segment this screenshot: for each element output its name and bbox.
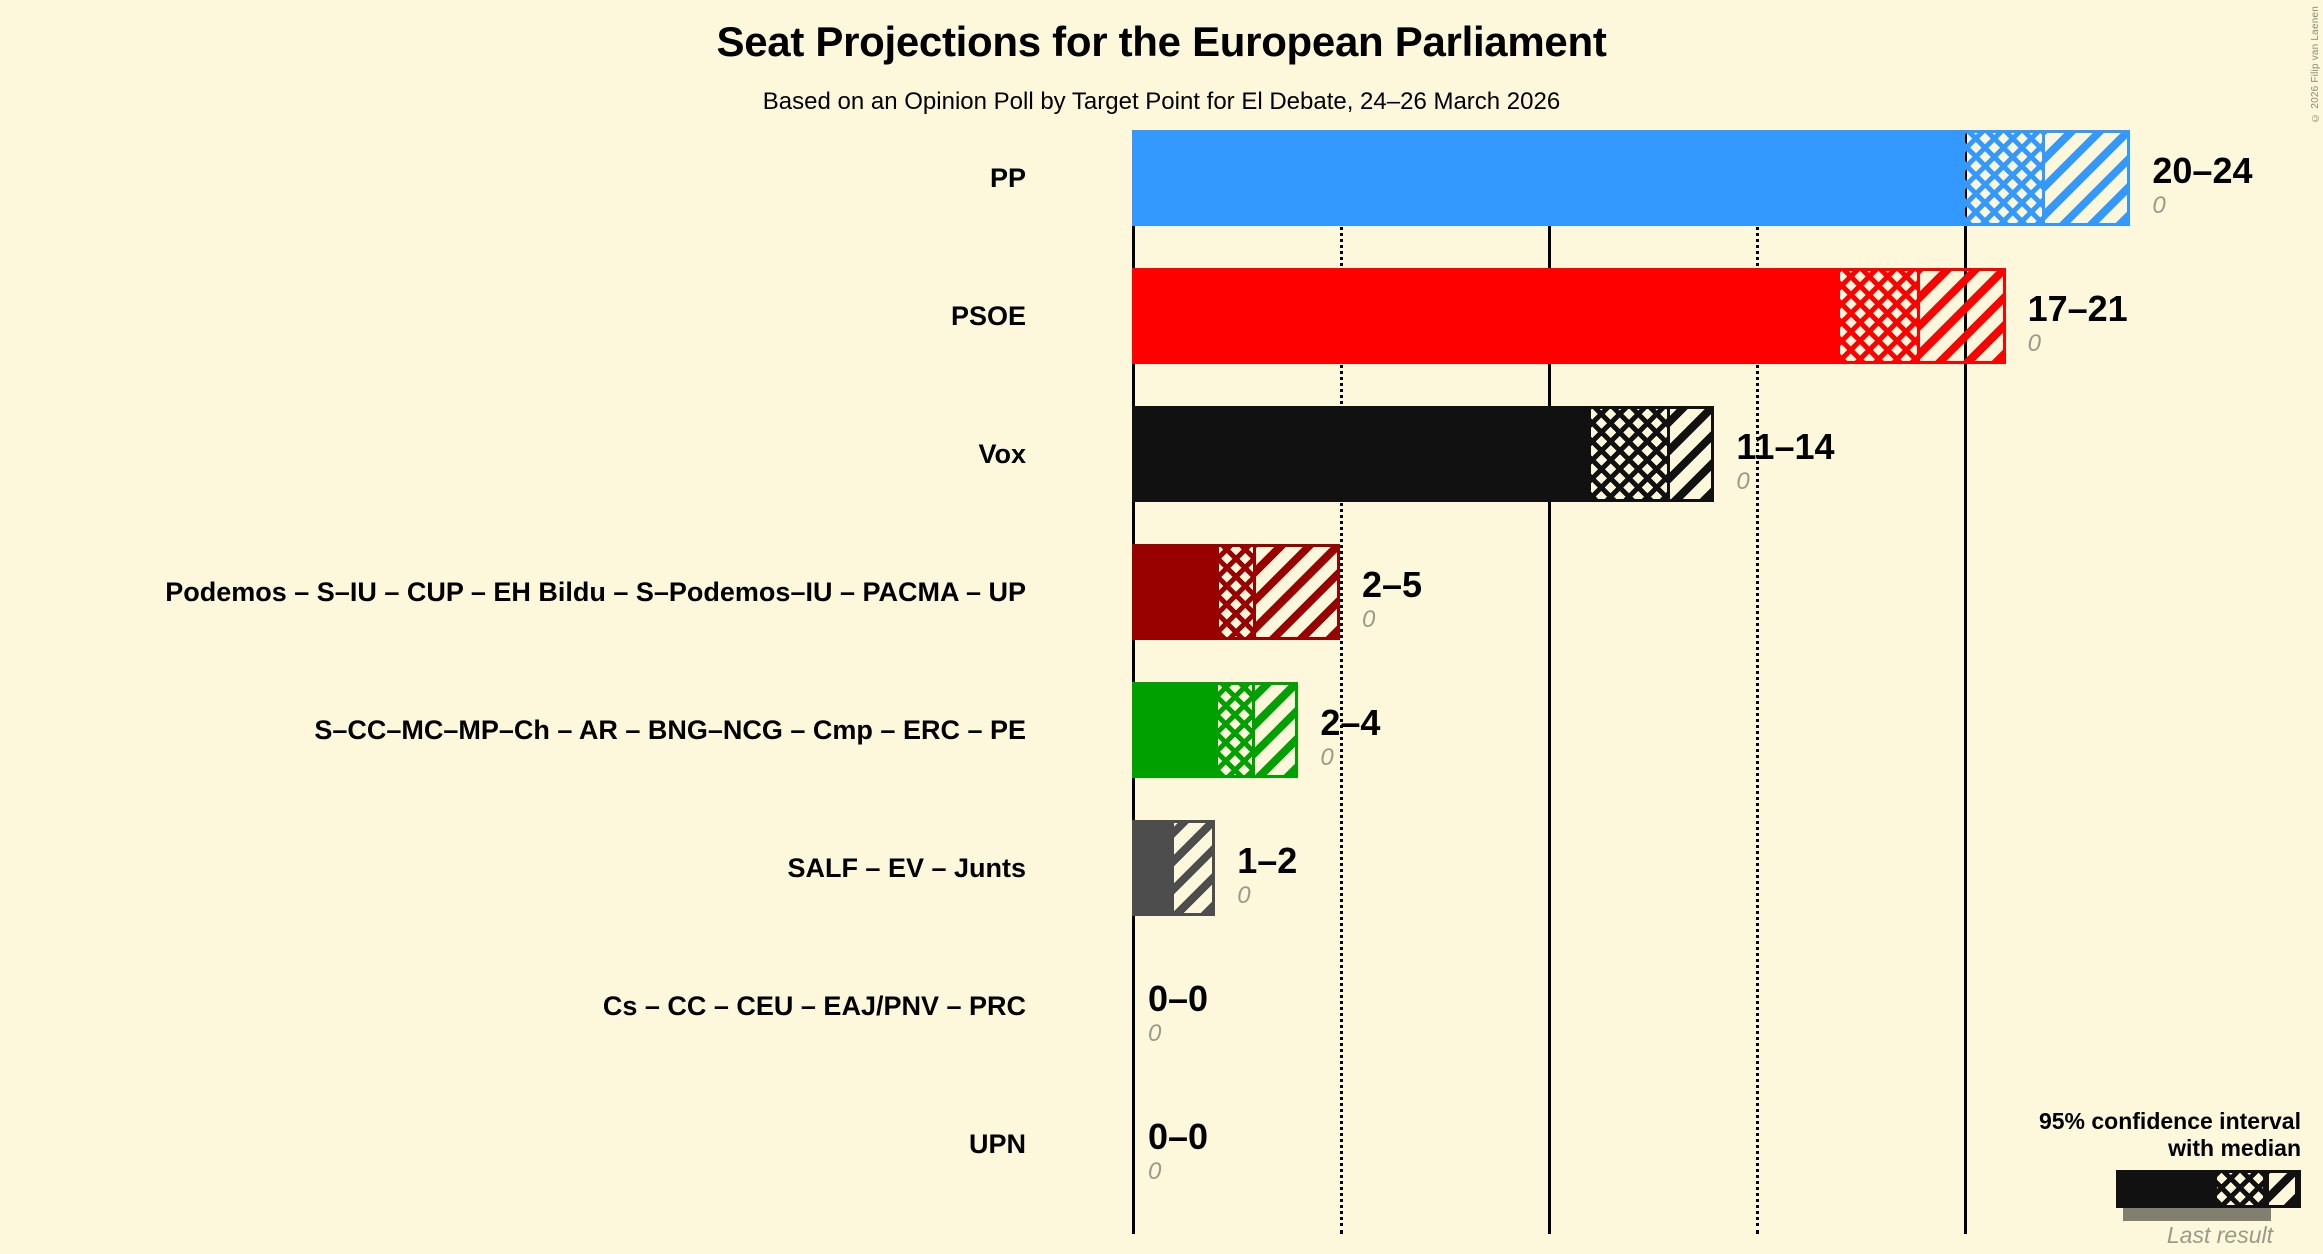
last-result-value: 0 <box>1320 744 1334 771</box>
last-result-value: 0 <box>1736 468 1750 495</box>
party-label: UPN <box>968 1129 1026 1159</box>
chart-row: S–CC–MC–MP–Ch – AR – BNG–NCG – Cmp – ERC… <box>314 682 2232 778</box>
bar-segment-lower <box>1135 271 1838 361</box>
seat-range-value: 0–0 <box>1148 1116 1209 1157</box>
confidence-interval-bar <box>1132 544 1340 640</box>
copyright-notice: © 2026 Filip van Laenen <box>2310 6 2321 123</box>
bar-segment-lower <box>1135 823 1174 913</box>
last-result-value: 0 <box>2027 330 2041 357</box>
bar-segment-median <box>1961 133 2045 223</box>
chart-row: Cs – CC – CEU – EAJ/PNV – PRC 0–0 0 <box>603 958 2232 1054</box>
legend-last-result-label: Last result <box>2166 1222 2273 1248</box>
bar-segment-median <box>1215 547 1257 637</box>
bar-segment-lower <box>1135 685 1216 775</box>
seat-range-value: 2–4 <box>1320 702 1381 743</box>
last-result-value: 0 <box>1362 606 1376 633</box>
confidence-interval-bar <box>1132 130 2131 226</box>
gridline-15 <box>1756 130 1759 1234</box>
last-result-value: 0 <box>1148 1020 1162 1047</box>
legend-line-1: 95% confidence interval <box>2038 1108 2301 1134</box>
legend-confidence-bar <box>2116 1170 2301 1208</box>
party-label: Cs – CC – CEU – EAJ/PNV – PRC <box>602 991 1026 1021</box>
bar-segment-lower <box>1135 133 1962 223</box>
bar-segment-upper <box>2044 133 2128 223</box>
bar-segment-median <box>1587 409 1671 499</box>
bar-segment-median <box>1215 685 1256 775</box>
last-result-value: 0 <box>1237 882 1251 909</box>
chart-subtitle: Based on an Opinion Poll by Target Point… <box>762 88 1561 115</box>
bar-segment-upper <box>1256 547 1338 637</box>
legend-last-result-bar <box>2123 1208 2271 1221</box>
last-result-value: 0 <box>1148 1158 1162 1185</box>
legend-seg-solid <box>2119 1173 2214 1205</box>
party-label: S–CC–MC–MP–Ch – AR – BNG–NCG – Cmp – ERC… <box>314 715 1026 745</box>
confidence-interval-bar <box>1132 682 1299 778</box>
seat-range-value: 2–5 <box>1362 564 1423 605</box>
party-label: SALF – EV – Junts <box>787 853 1026 883</box>
bar-segment-upper <box>1670 409 1712 499</box>
seat-range-value: 17–21 <box>2027 288 2128 329</box>
chart-row: PSOE 17–21 0 <box>951 268 2232 364</box>
confidence-interval-bar <box>1132 820 1216 916</box>
bar-segment-lower <box>1135 409 1588 499</box>
party-label: PSOE <box>950 301 1026 331</box>
seat-range-value: 20–24 <box>2152 150 2253 191</box>
chart-legend: 95% confidence interval with median Last… <box>1971 1108 2301 1248</box>
gridline-5 <box>1340 130 1343 1234</box>
bar-segment-upper <box>1173 823 1213 913</box>
legend-line-2: with median <box>2168 1135 2301 1161</box>
gridline-10 <box>1548 130 1551 1234</box>
chart-row: SALF – EV – Junts 1–2 0 <box>787 820 2232 916</box>
chart-title: Seat Projections for the European Parlia… <box>716 18 1607 65</box>
seat-range-value: 0–0 <box>1148 978 1209 1019</box>
bar-segment-upper <box>1919 271 2003 361</box>
seat-range-value: 11–14 <box>1736 426 1835 467</box>
legend-swatches: Last result <box>1971 1170 2301 1248</box>
plot-area: PP 20–24 0 PSOE 17–21 0 Vox 11–14 0 Podemos – S–I… <box>165 130 2253 1234</box>
last-result-value: 0 <box>2152 192 2166 219</box>
confidence-interval-bar <box>1132 268 2006 364</box>
legend-seg-median <box>2214 1173 2266 1205</box>
seat-range-value: 1–2 <box>1237 840 1298 881</box>
chart-row: UPN 0–0 0 <box>969 1096 2232 1192</box>
bar-segment-upper <box>1255 685 1296 775</box>
party-label: PP <box>989 163 1026 193</box>
confidence-interval-bar <box>1132 406 1715 502</box>
bar-segment-median <box>1837 271 1920 361</box>
party-label: Podemos – S–IU – CUP – EH Bildu – S–Pode… <box>165 577 1026 607</box>
gridline-20 <box>1964 130 1967 1234</box>
legend-seg-upper <box>2266 1173 2298 1205</box>
chart-row: PP 20–24 0 <box>990 130 2253 226</box>
bar-segment-lower <box>1135 547 1216 637</box>
party-label: Vox <box>978 439 1026 469</box>
chart-row: Vox 11–14 0 <box>978 406 2232 502</box>
chart-row: Podemos – S–IU – CUP – EH Bildu – S–Pode… <box>165 544 2232 640</box>
